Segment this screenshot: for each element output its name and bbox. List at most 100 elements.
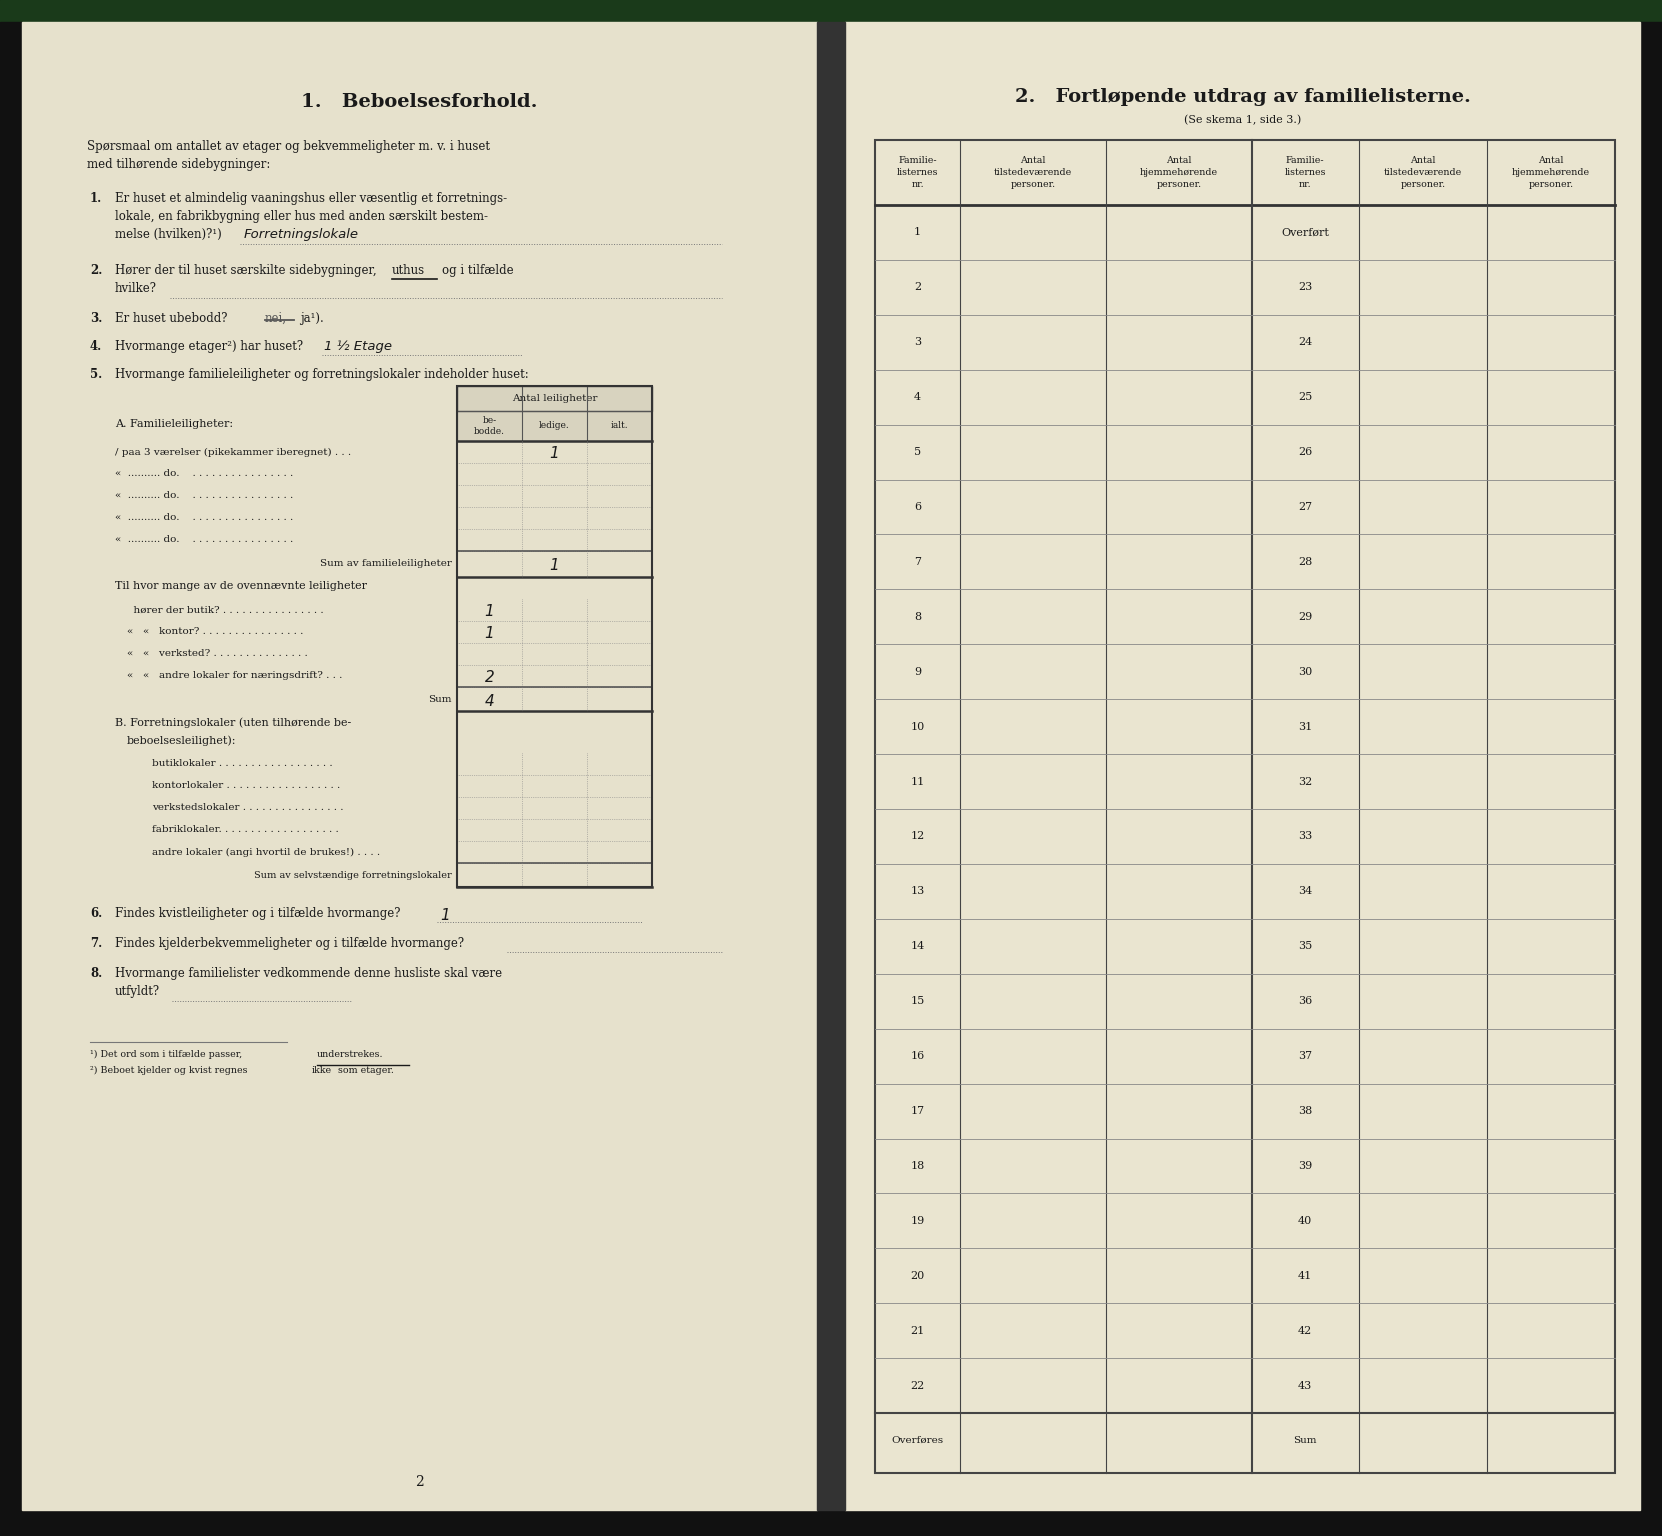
Text: Er huset et almindelig vaaningshus eller væsentlig et forretnings-: Er huset et almindelig vaaningshus eller…	[115, 192, 507, 204]
Text: hører der butik? . . . . . . . . . . . . . . . .: hører der butik? . . . . . . . . . . . .…	[126, 605, 324, 614]
Text: 4.: 4.	[90, 339, 103, 353]
Text: verkstedslokaler . . . . . . . . . . . . . . . .: verkstedslokaler . . . . . . . . . . . .…	[151, 803, 344, 813]
Text: 5.: 5.	[90, 369, 103, 381]
Text: Sum: Sum	[1293, 1436, 1316, 1445]
Text: Hvormange familieleiligheter og forretningslokaler indeholder huset:: Hvormange familieleiligheter og forretni…	[115, 369, 529, 381]
Bar	[457, 412, 652, 441]
Text: 15: 15	[911, 997, 924, 1006]
Bar	[457, 412, 652, 441]
Text: Antal
tilstedeværende
personer.: Antal tilstedeværende personer.	[994, 157, 1072, 189]
Text: «  .......... do.    . . . . . . . . . . . . . . . .: « .......... do. . . . . . . . . . . . .…	[115, 492, 293, 501]
Text: 2.   Fortløpende utdrag av familielisterne.: 2. Fortløpende utdrag av familielisterne…	[1014, 88, 1471, 106]
Text: 1 ½ Etage: 1 ½ Etage	[324, 339, 392, 353]
Text: Sum: Sum	[429, 694, 452, 703]
Text: 7.: 7.	[90, 937, 103, 949]
Text: 35: 35	[1298, 942, 1313, 951]
Text: ¹) Det ord som i tilfælde passer,: ¹) Det ord som i tilfælde passer,	[90, 1051, 243, 1060]
Text: 8: 8	[914, 611, 921, 622]
Text: andre lokaler (angi hvortil de brukes!) . . . .: andre lokaler (angi hvortil de brukes!) …	[151, 848, 381, 857]
Bar	[844, 22, 1640, 1510]
Bar	[457, 386, 652, 412]
Text: 19: 19	[911, 1217, 924, 1226]
Text: 34: 34	[1298, 886, 1313, 897]
Bar	[457, 386, 652, 412]
Text: 13: 13	[911, 886, 924, 897]
Text: 36: 36	[1298, 997, 1313, 1006]
Text: Hvormange etager²) har huset?: Hvormange etager²) har huset?	[115, 339, 302, 353]
Text: 4: 4	[485, 693, 494, 708]
Text: lokale, en fabrikbygning eller hus med anden særskilt bestem-: lokale, en fabrikbygning eller hus med a…	[115, 210, 489, 223]
Text: utfyldt?: utfyldt?	[115, 985, 160, 998]
Text: 3.: 3.	[90, 312, 103, 326]
Text: 1: 1	[440, 908, 450, 923]
Text: (Se skema 1, side 3.): (Se skema 1, side 3.)	[1183, 115, 1301, 124]
Bar	[874, 140, 1615, 1473]
Text: Forretningslokale: Forretningslokale	[244, 227, 359, 241]
Text: 1: 1	[485, 627, 494, 642]
Text: «   «   verksted? . . . . . . . . . . . . . . .: « « verksted? . . . . . . . . . . . . . …	[126, 650, 307, 659]
Text: 18: 18	[911, 1161, 924, 1170]
Bar	[0, 22, 22, 1510]
Text: «   «   kontor? . . . . . . . . . . . . . . . .: « « kontor? . . . . . . . . . . . . . . …	[126, 628, 304, 636]
Text: Antal
hjemmehørende
personer.: Antal hjemmehørende personer.	[1512, 157, 1591, 189]
Text: «  .......... do.    . . . . . . . . . . . . . . . .: « .......... do. . . . . . . . . . . . .…	[115, 470, 293, 479]
Text: 1.   Beboelsesforhold.: 1. Beboelsesforhold.	[301, 94, 538, 111]
Text: 1: 1	[914, 227, 921, 238]
Text: 1.: 1.	[90, 192, 103, 204]
Text: 29: 29	[1298, 611, 1313, 622]
Text: 24: 24	[1298, 338, 1313, 347]
Text: 43: 43	[1298, 1381, 1313, 1390]
Text: 37: 37	[1298, 1051, 1313, 1061]
Text: Sum av selvstændige forretningslokaler: Sum av selvstændige forretningslokaler	[254, 871, 452, 880]
Text: «  .......... do.    . . . . . . . . . . . . . . . .: « .......... do. . . . . . . . . . . . .…	[115, 513, 293, 522]
Text: butiklokaler . . . . . . . . . . . . . . . . . .: butiklokaler . . . . . . . . . . . . . .…	[151, 759, 332, 768]
Text: 16: 16	[911, 1051, 924, 1061]
Bar	[818, 22, 844, 1510]
Text: 10: 10	[911, 722, 924, 731]
Text: 41: 41	[1298, 1270, 1313, 1281]
Text: Antal
tilstedeværende
personer.: Antal tilstedeværende personer.	[1384, 157, 1463, 189]
Text: «   «   andre lokaler for næringsdrift? . . .: « « andre lokaler for næringsdrift? . . …	[126, 671, 342, 680]
Text: 5: 5	[914, 447, 921, 458]
Text: 21: 21	[911, 1326, 924, 1336]
Text: 2: 2	[914, 283, 921, 292]
Text: Antal leiligheter: Antal leiligheter	[512, 395, 597, 402]
Text: 39: 39	[1298, 1161, 1313, 1170]
Text: og i tilfælde: og i tilfælde	[442, 264, 514, 276]
Bar	[0, 0, 1662, 22]
Text: Spørsmaal om antallet av etager og bekvemmeligheter m. v. i huset: Spørsmaal om antallet av etager og bekve…	[86, 140, 490, 154]
Text: 1: 1	[550, 447, 560, 461]
Text: 26: 26	[1298, 447, 1313, 458]
Text: B. Forretningslokaler (uten tilhørende be-: B. Forretningslokaler (uten tilhørende b…	[115, 717, 351, 728]
Text: Overføres: Overføres	[891, 1436, 944, 1445]
Text: 4: 4	[914, 392, 921, 402]
Text: 9: 9	[914, 667, 921, 677]
Text: Er huset ubebodd?: Er huset ubebodd?	[115, 312, 228, 326]
Text: 30: 30	[1298, 667, 1313, 677]
Text: 40: 40	[1298, 1217, 1313, 1226]
Text: Sum av familieleiligheter: Sum av familieleiligheter	[321, 559, 452, 568]
Text: fabriklokaler. . . . . . . . . . . . . . . . . . .: fabriklokaler. . . . . . . . . . . . . .…	[151, 825, 339, 834]
Text: ja¹).: ja¹).	[301, 312, 324, 326]
Bar	[0, 1510, 1662, 1536]
Text: A. Familieleiligheter:: A. Familieleiligheter:	[115, 419, 233, 429]
Text: 14: 14	[911, 942, 924, 951]
Text: 22: 22	[911, 1381, 924, 1390]
Text: Findes kvistleiligheter og i tilfælde hvormange?: Findes kvistleiligheter og i tilfælde hv…	[115, 906, 401, 920]
Text: 28: 28	[1298, 558, 1313, 567]
Text: Familie-
listernes
nr.: Familie- listernes nr.	[1285, 157, 1326, 189]
Text: 31: 31	[1298, 722, 1313, 731]
Text: 27: 27	[1298, 502, 1313, 511]
Text: understrekes.: understrekes.	[317, 1051, 384, 1058]
Text: som etager.: som etager.	[337, 1066, 394, 1075]
Text: Findes kjelderbekvemmeligheter og i tilfælde hvormange?: Findes kjelderbekvemmeligheter og i tilf…	[115, 937, 464, 949]
Text: 23: 23	[1298, 283, 1313, 292]
Text: 32: 32	[1298, 777, 1313, 786]
Text: 17: 17	[911, 1106, 924, 1117]
Text: Familie-
listernes
nr.: Familie- listernes nr.	[897, 157, 939, 189]
Text: Til hvor mange av de ovennævnte leiligheter: Til hvor mange av de ovennævnte leilighe…	[115, 581, 367, 591]
Text: ialt.: ialt.	[610, 421, 628, 430]
Text: 3: 3	[914, 338, 921, 347]
Text: Hører der til huset særskilte sidebygninger,: Hører der til huset særskilte sidebygnin…	[115, 264, 377, 276]
Text: be-
bodde.: be- bodde.	[474, 416, 505, 436]
